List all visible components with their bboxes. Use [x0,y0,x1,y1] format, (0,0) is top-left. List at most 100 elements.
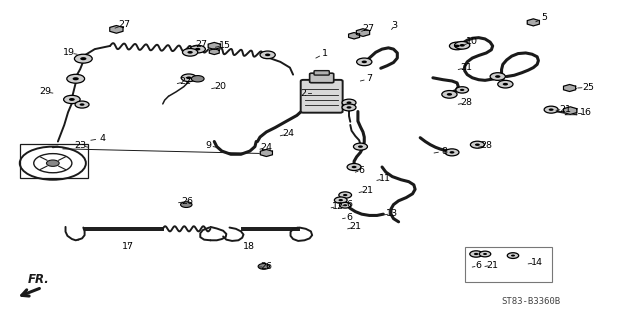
FancyBboxPatch shape [301,80,343,113]
Polygon shape [210,49,219,54]
Text: 27: 27 [362,24,374,33]
Circle shape [454,44,460,47]
Text: 16: 16 [580,108,592,117]
Circle shape [339,192,352,198]
Polygon shape [208,43,220,50]
Circle shape [445,149,459,156]
Text: 6: 6 [476,261,482,270]
Circle shape [180,202,192,207]
Circle shape [191,76,204,82]
Circle shape [362,60,367,63]
Text: 24: 24 [261,143,273,152]
Text: 21: 21 [487,261,499,270]
Circle shape [450,42,464,50]
Circle shape [354,143,368,150]
Polygon shape [564,84,576,92]
Text: 26: 26 [261,262,273,271]
Circle shape [358,145,363,148]
Circle shape [80,103,85,106]
Circle shape [475,143,480,146]
Circle shape [456,87,468,93]
Text: 27: 27 [196,40,208,49]
Circle shape [342,104,356,111]
Text: 26: 26 [182,197,194,206]
Circle shape [182,49,197,56]
Circle shape [47,160,59,166]
Text: 9: 9 [205,141,211,150]
Circle shape [186,76,192,79]
Circle shape [258,264,269,269]
Circle shape [497,80,513,88]
Circle shape [511,255,515,257]
Text: 21: 21 [349,222,361,231]
Circle shape [460,89,464,91]
Polygon shape [356,29,369,36]
Text: 20: 20 [215,82,227,91]
Text: 25: 25 [582,83,594,92]
Circle shape [450,151,454,154]
Circle shape [340,202,351,208]
Circle shape [347,101,352,104]
Circle shape [544,106,558,113]
Circle shape [265,53,270,56]
Text: 2: 2 [300,89,306,98]
Circle shape [75,54,92,63]
Text: 22: 22 [179,77,191,86]
Circle shape [347,106,352,109]
Text: 21: 21 [460,63,472,72]
Circle shape [507,253,519,259]
Text: 11: 11 [378,174,390,183]
Circle shape [548,108,554,111]
Polygon shape [527,19,540,26]
Circle shape [80,57,87,60]
Circle shape [334,197,347,203]
Circle shape [187,51,193,54]
Circle shape [490,73,505,80]
Polygon shape [110,26,123,33]
Text: 7: 7 [366,74,373,83]
Text: 23: 23 [75,141,87,150]
Circle shape [343,204,347,206]
Text: 17: 17 [122,242,134,251]
Text: 14: 14 [531,258,543,267]
Text: 13: 13 [386,209,398,218]
Text: 19: 19 [63,48,75,58]
Circle shape [73,77,79,80]
Bar [20,144,89,179]
Text: 12: 12 [332,202,343,211]
Text: 1: 1 [322,49,328,58]
Circle shape [67,74,85,83]
FancyBboxPatch shape [314,71,329,75]
Text: 5: 5 [542,13,548,22]
Text: 24: 24 [282,129,294,138]
Circle shape [338,199,343,201]
Text: 6: 6 [359,166,365,175]
Circle shape [260,51,275,59]
Bar [464,247,552,282]
Text: 18: 18 [243,242,255,251]
Text: 6: 6 [346,200,352,209]
Circle shape [342,99,356,106]
Circle shape [495,75,501,78]
Text: 3: 3 [392,21,398,30]
Circle shape [69,98,75,101]
FancyBboxPatch shape [310,73,334,83]
Circle shape [343,194,347,196]
Text: 6: 6 [346,213,352,222]
Circle shape [64,95,80,104]
Circle shape [470,141,484,148]
Circle shape [357,58,372,66]
Text: FR.: FR. [28,273,50,285]
Circle shape [347,164,361,171]
Circle shape [459,44,465,47]
Circle shape [195,48,201,51]
Text: 29: 29 [39,87,51,96]
Text: 4: 4 [99,134,105,143]
Circle shape [455,42,469,49]
Text: 27: 27 [118,20,130,29]
Circle shape [190,45,205,53]
Polygon shape [261,149,273,156]
Circle shape [479,251,490,257]
Circle shape [474,253,478,255]
Circle shape [483,253,487,255]
